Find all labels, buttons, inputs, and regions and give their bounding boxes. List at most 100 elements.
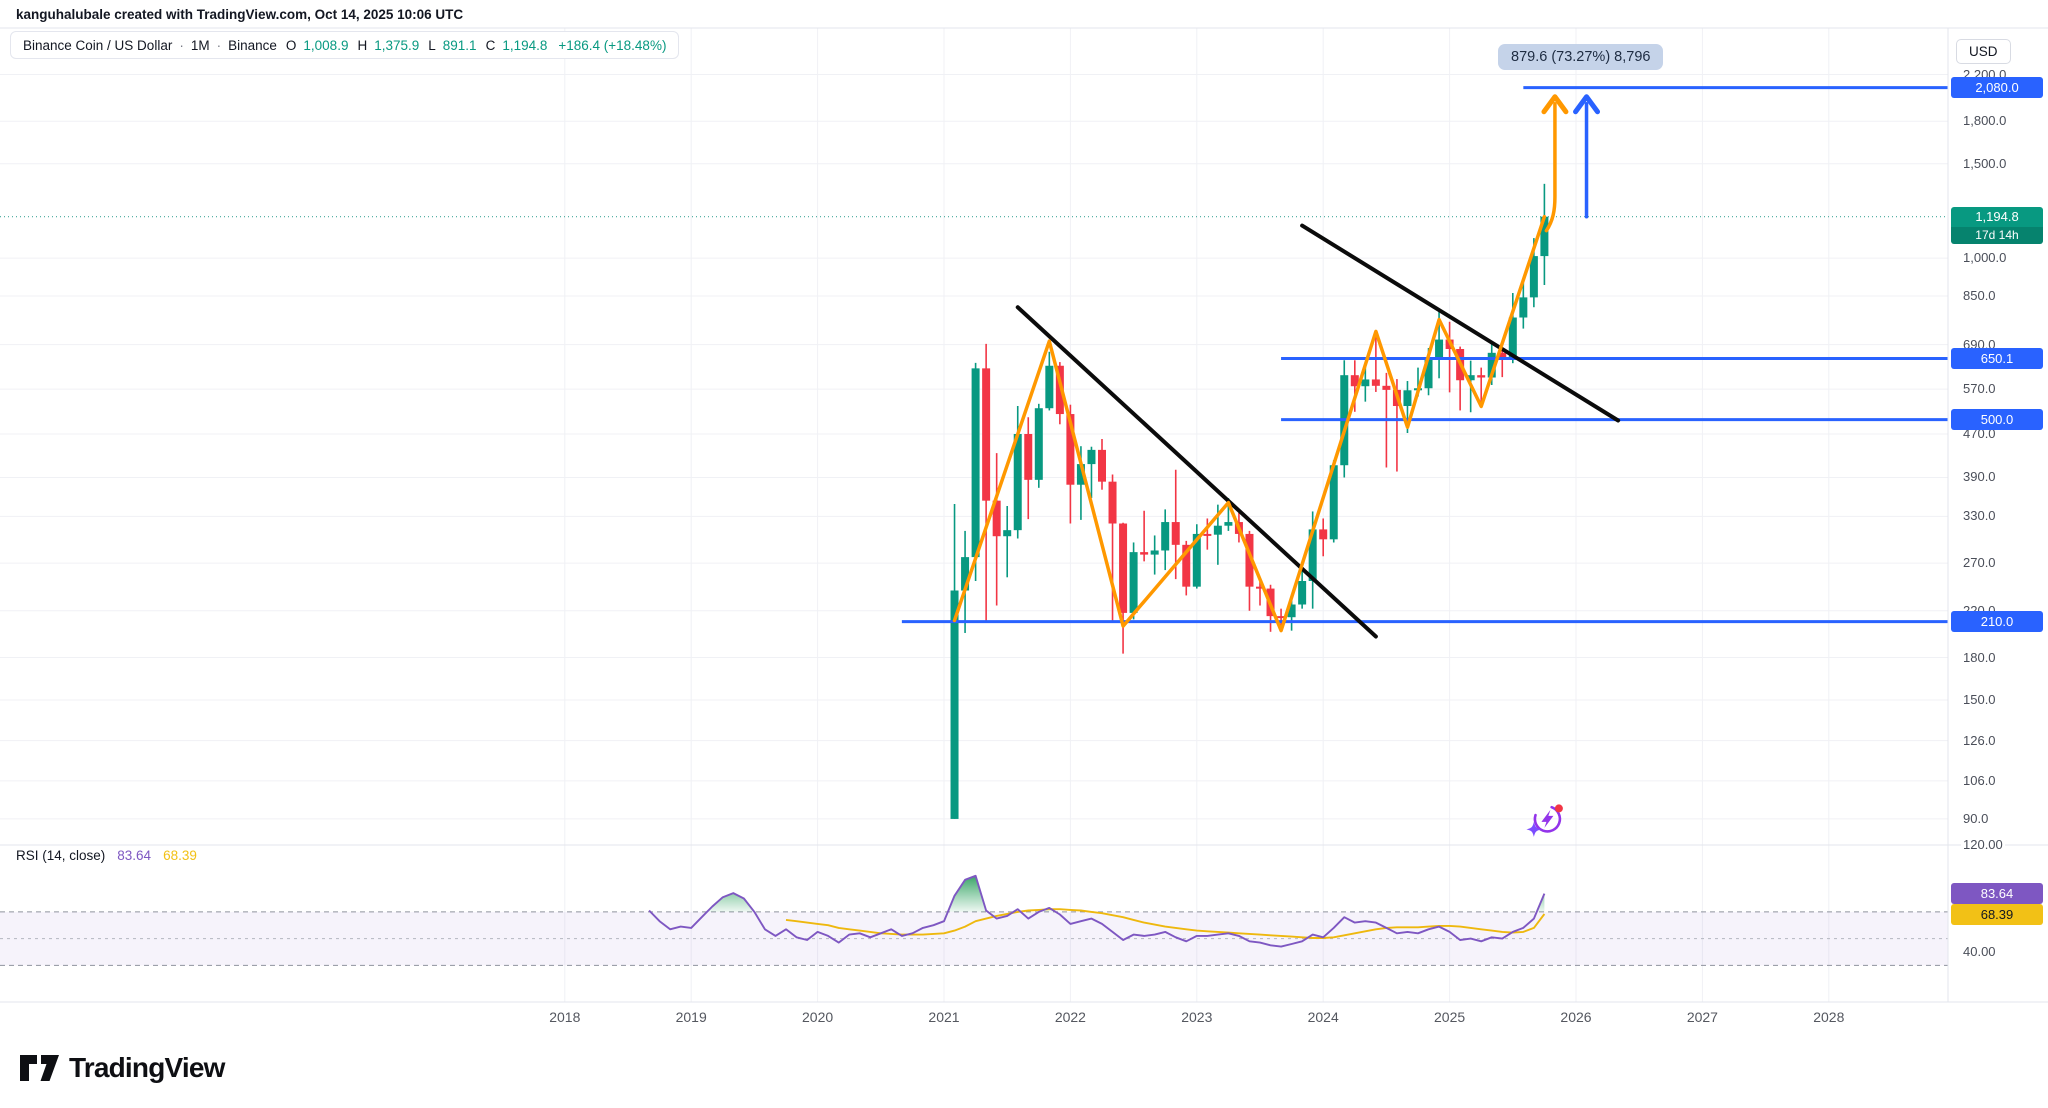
candle [1256, 581, 1264, 606]
candle-body [1013, 433, 1022, 531]
candle-body [1024, 433, 1033, 480]
rsi-band [0, 911, 1948, 966]
time-tick-label: 2025 [1434, 1009, 1466, 1025]
low-label: L [428, 37, 436, 53]
symbol-legend: Binance Coin / US Dollar · 1M · Binance … [10, 31, 680, 59]
candle-body [1161, 522, 1170, 551]
candle-body [1329, 465, 1338, 540]
candle [1024, 417, 1033, 520]
rsi-line [648, 874, 1546, 948]
price-tick-label: 1,500.0 [1961, 154, 2009, 173]
candle-body [1182, 544, 1191, 587]
trendline-downtrend-2021[interactable] [1015, 305, 1378, 639]
candle-body [1192, 533, 1201, 587]
pane-borders [0, 27, 2048, 1003]
candle-body [1319, 529, 1328, 540]
price-tick-label: 270.0 [1961, 554, 1998, 573]
candle-body [1308, 529, 1317, 582]
candle-body [1498, 352, 1507, 359]
candle-body [1045, 365, 1054, 409]
candle-body [1066, 414, 1075, 485]
candle-body [971, 368, 980, 558]
candle-body [1435, 339, 1444, 359]
candle [1192, 524, 1201, 589]
time-tick-label: 2021 [928, 1009, 960, 1025]
price-tick-label: 570.0 [1961, 380, 1998, 399]
rsi-tick-label: 40.00 [1961, 942, 1998, 961]
price-axis[interactable]: 2,200.0 1,800.0 1,500.0 1,000.0 850.0 690.0 57… [1948, 0, 2048, 1002]
tradingview-logo[interactable]: TradingView [20, 1052, 225, 1084]
candle-body [1087, 449, 1096, 465]
rsi-value: 83.64 [117, 848, 152, 863]
trendline-downtrend-2024[interactable] [1300, 223, 1621, 423]
arrow-head [1573, 94, 1601, 115]
current-price-badge: 1,194.8 17d 14h [1951, 206, 2043, 244]
candle-body [1256, 586, 1264, 589]
candle [1108, 474, 1117, 621]
price-tick-label: 106.0 [1961, 771, 1998, 790]
legend-separator: · [216, 37, 222, 53]
price-level-badge: 210.0 [1951, 611, 2043, 633]
candle [982, 343, 991, 621]
candle-body [1371, 379, 1380, 386]
time-tick-label: 2026 [1560, 1009, 1592, 1025]
price-tick-label: 390.0 [1961, 468, 1998, 487]
candle-body [1277, 616, 1286, 619]
exchange-label: Binance [228, 37, 277, 53]
projection-arrow-orange[interactable] [1541, 94, 1569, 233]
candle [1371, 333, 1380, 392]
rsi-ma-line [785, 908, 1546, 939]
bar-countdown: 17d 14h [1951, 226, 2043, 244]
open-value: 1,008.9 [303, 37, 349, 53]
candle [1319, 518, 1328, 557]
timeframe-label[interactable]: 1M [190, 37, 210, 53]
projection-arrow-blue[interactable] [1573, 94, 1601, 219]
candle [1140, 510, 1149, 562]
candle-body [1098, 449, 1106, 482]
candle-body [1076, 464, 1085, 485]
candle [1508, 293, 1517, 364]
tradingview-wordmark: TradingView [69, 1052, 225, 1083]
measure-label[interactable]: 879.6 (73.27%) 8,796 [1498, 44, 1664, 70]
time-tick-label: 2023 [1181, 1009, 1213, 1025]
price-tick-label: 150.0 [1961, 690, 1998, 709]
price-tick-label: 90.0 [1961, 809, 1991, 828]
candle [1203, 518, 1212, 550]
rsi-value-badge: 83.64 [1951, 883, 2043, 905]
sparkle-ai-icon[interactable] [1526, 803, 1563, 837]
rsi-title[interactable]: RSI (14, close) [16, 848, 106, 863]
candle-body [1466, 375, 1475, 381]
rsi-plot [648, 874, 1546, 948]
candle [1119, 522, 1128, 654]
candle [1045, 351, 1054, 411]
candle-body [1487, 352, 1496, 378]
candle-body [1140, 552, 1149, 555]
time-tick-label: 2027 [1686, 1009, 1718, 1025]
time-tick-label: 2020 [802, 1009, 834, 1025]
price-tick-label: 126.0 [1961, 731, 1998, 750]
low-value: 891.1 [442, 37, 477, 53]
candle [950, 503, 959, 819]
rsi-legend: RSI (14, close) 83.64 68.39 [16, 848, 197, 863]
time-tick-label: 2024 [1307, 1009, 1339, 1025]
symbol-title[interactable]: Binance Coin / US Dollar [23, 37, 173, 53]
candle-body [1540, 216, 1549, 257]
price-level-badge: 2,080.0 [1951, 77, 2043, 99]
lightning-bolt-icon [1541, 809, 1554, 828]
candle-body [1508, 317, 1517, 359]
zigzag-line[interactable] [952, 214, 1547, 633]
time-axis[interactable]: 2018 2019 2020 2021 2022 2023 2024 2025 2026 2027… [0, 1002, 1948, 1032]
open-label: O [285, 37, 297, 53]
rsi-tick-label: 120.00 [1961, 836, 2005, 854]
candle-body [1403, 390, 1412, 407]
candle-body [1519, 297, 1528, 318]
price-tick-label: 1,000.0 [1961, 249, 2009, 268]
candle-body [1171, 522, 1180, 545]
candle-body [1129, 552, 1138, 613]
candle-body [1529, 256, 1538, 298]
candle-body [1034, 408, 1043, 480]
sparkle-star-icon [1526, 821, 1542, 837]
candle-body [1003, 530, 1012, 537]
currency-button[interactable]: USD [1956, 39, 2011, 64]
